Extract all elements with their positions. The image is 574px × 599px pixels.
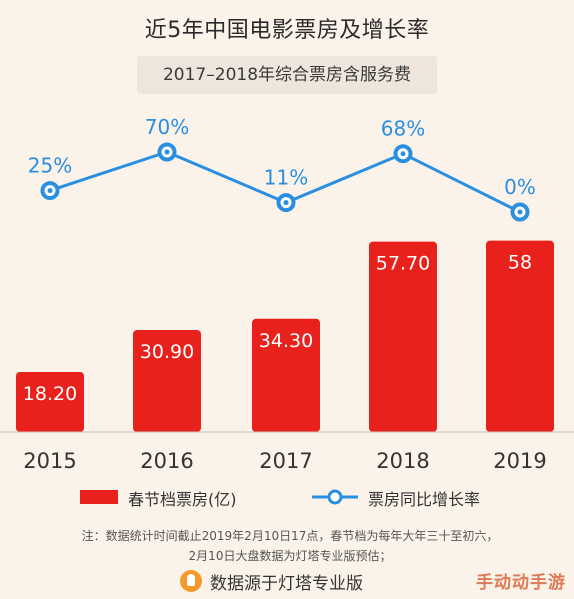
legend-bar-swatch [80,490,118,504]
bar-value-label: 18.20 [23,383,77,405]
bar-value-label: 34.30 [259,330,313,352]
chart-subtitle: 2017–2018年综合票房含服务费 [137,56,437,94]
legend-bar-label: 春节档票房(亿) [128,490,237,509]
footnote-line-2: 2月10日大盘数据为灯塔专业版预估； [188,549,392,563]
footnote-line-1: 注：数据统计时间截止2019年2月10日17点，春节档为每年大年三十至初六， [81,529,499,543]
line-point-dot [283,200,289,206]
watermark: 手动动手游 [476,573,566,593]
line-point-dot [517,209,523,215]
source-text: 数据源于灯塔专业版 [210,573,363,594]
chart-title: 近5年中国电影票房及增长率 [144,18,430,43]
x-tick-label: 2018 [376,449,429,473]
bars-layer: 18.20 30.90 34.30 57.70 58 [16,240,554,432]
footnote: 注：数据统计时间截止2019年2月10日17点，春节档为每年大年三十至初六， 2… [30,526,550,566]
bar-value-label: 57.70 [376,253,430,275]
line-value-label: 68% [381,117,425,141]
bar-2018 [369,241,437,432]
x-tick-label: 2019 [493,449,546,473]
line-point-dot [400,151,406,157]
line-point-dot [164,149,170,155]
bar-2016 [133,330,201,432]
bar-value-label: 30.90 [140,341,194,363]
x-tick-label: 2016 [140,449,193,473]
legend-line-label: 票房同比增长率 [368,490,481,509]
bar-2015 [16,371,84,432]
line-value-label: 0% [504,175,536,199]
bar-2017 [252,318,320,432]
x-axis: 2015 2016 2017 2018 2019 [0,431,574,473]
line-value-label: 11% [264,166,308,190]
bar-value-label: 58 [508,252,532,274]
line-value-label: 70% [145,115,189,139]
bar-2019 [486,240,554,432]
line-point-dot [47,188,53,194]
source: 数据源于灯塔专业版 [180,568,363,594]
line-layer: 25% 70% 11% 68% 0% [28,115,536,222]
legend-line-icon [312,489,358,505]
legend: 春节档票房(亿) 票房同比增长率 [0,484,574,512]
dengta-logo-icon [180,570,202,592]
x-tick-label: 2015 [23,449,76,473]
x-tick-label: 2017 [259,449,312,473]
chart-plot: 18.20 30.90 34.30 57.70 58 25% 70% 11% 68% 0% 20… [0,115,574,473]
line-value-label: 25% [28,154,72,178]
